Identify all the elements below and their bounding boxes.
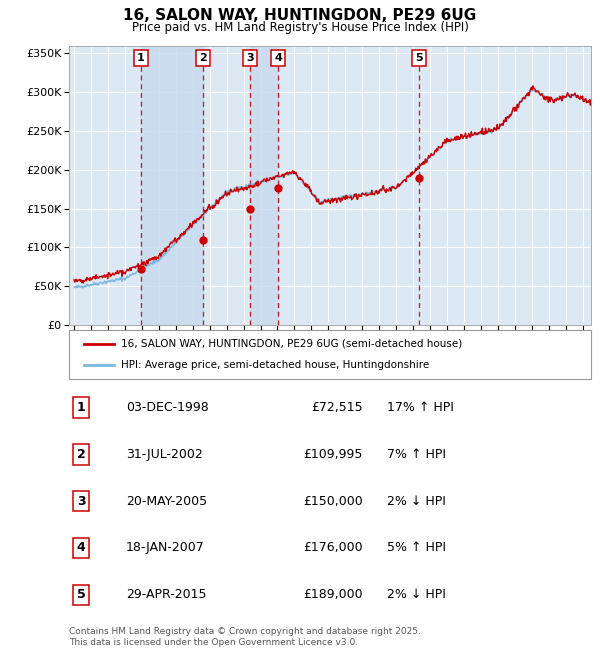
Text: 2: 2 bbox=[199, 53, 206, 63]
Text: Price paid vs. HM Land Registry's House Price Index (HPI): Price paid vs. HM Land Registry's House … bbox=[131, 21, 469, 34]
Text: 16, SALON WAY, HUNTINGDON, PE29 6UG (semi-detached house): 16, SALON WAY, HUNTINGDON, PE29 6UG (sem… bbox=[121, 339, 463, 349]
Text: £176,000: £176,000 bbox=[304, 541, 363, 554]
Text: £72,515: £72,515 bbox=[311, 401, 363, 414]
Text: 4: 4 bbox=[77, 541, 85, 554]
Bar bbox=[140, 46, 203, 325]
Text: 5: 5 bbox=[415, 53, 422, 63]
Text: 2% ↓ HPI: 2% ↓ HPI bbox=[387, 495, 446, 508]
Text: 2% ↓ HPI: 2% ↓ HPI bbox=[387, 588, 446, 601]
Text: 18-JAN-2007: 18-JAN-2007 bbox=[126, 541, 205, 554]
Text: 1: 1 bbox=[137, 53, 145, 63]
Text: 16, SALON WAY, HUNTINGDON, PE29 6UG: 16, SALON WAY, HUNTINGDON, PE29 6UG bbox=[124, 8, 476, 23]
Bar bbox=[250, 46, 278, 325]
Text: 1: 1 bbox=[77, 401, 85, 414]
Text: HPI: Average price, semi-detached house, Huntingdonshire: HPI: Average price, semi-detached house,… bbox=[121, 360, 430, 370]
Text: 7% ↑ HPI: 7% ↑ HPI bbox=[387, 448, 446, 461]
Text: £150,000: £150,000 bbox=[303, 495, 363, 508]
Text: 2: 2 bbox=[77, 448, 85, 461]
Text: 31-JUL-2002: 31-JUL-2002 bbox=[126, 448, 203, 461]
Text: 5% ↑ HPI: 5% ↑ HPI bbox=[387, 541, 446, 554]
Text: 29-APR-2015: 29-APR-2015 bbox=[126, 588, 206, 601]
Text: 03-DEC-1998: 03-DEC-1998 bbox=[126, 401, 209, 414]
Text: 3: 3 bbox=[77, 495, 85, 508]
Text: £109,995: £109,995 bbox=[304, 448, 363, 461]
Text: 17% ↑ HPI: 17% ↑ HPI bbox=[387, 401, 454, 414]
Text: 20-MAY-2005: 20-MAY-2005 bbox=[126, 495, 207, 508]
Text: £189,000: £189,000 bbox=[304, 588, 363, 601]
Text: 4: 4 bbox=[274, 53, 282, 63]
Text: 5: 5 bbox=[77, 588, 85, 601]
Text: 3: 3 bbox=[246, 53, 254, 63]
Text: Contains HM Land Registry data © Crown copyright and database right 2025.
This d: Contains HM Land Registry data © Crown c… bbox=[69, 627, 421, 647]
